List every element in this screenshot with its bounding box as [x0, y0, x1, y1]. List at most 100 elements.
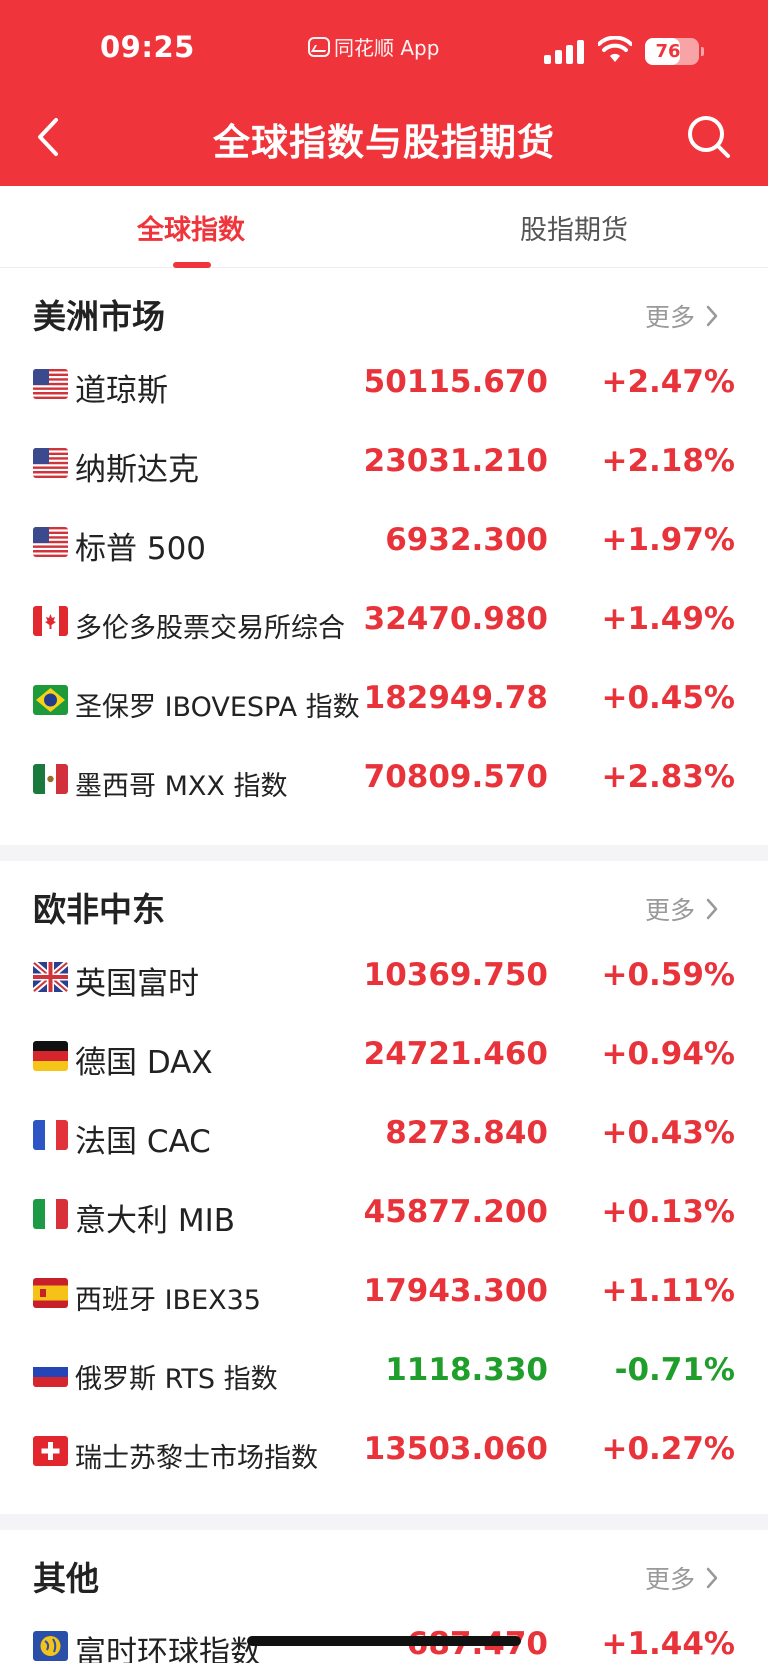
- section-divider: [0, 845, 768, 861]
- section-divider: [0, 1514, 768, 1530]
- back-button[interactable]: [30, 112, 70, 162]
- section-title: 欧非中东: [33, 890, 165, 929]
- index-name: 意大利 MIB: [75, 1203, 236, 1239]
- index-change: +2.47%: [601, 364, 735, 400]
- index-price: 17943.300: [363, 1273, 548, 1309]
- more-link-emea[interactable]: 更多: [645, 891, 719, 927]
- app-logo-icon: [308, 36, 330, 57]
- index-name: 瑞士苏黎士市场指数: [75, 1443, 318, 1474]
- index-price: 6932.300: [385, 522, 548, 558]
- index-change: +1.44%: [601, 1626, 735, 1662]
- page-title: 全球指数与股指期货: [213, 121, 555, 164]
- index-change: -0.71%: [614, 1352, 735, 1388]
- section-americas: 美洲市场 更多 道琼斯 50115.670 +2.47% 纳斯达克 23031.210 +…: [0, 268, 768, 845]
- index-price: 32470.980: [363, 601, 548, 637]
- section-title: 其他: [33, 1559, 99, 1598]
- index-price: 1118.330: [385, 1352, 548, 1388]
- wifi-icon: [598, 36, 632, 62]
- germany-flag-icon: [33, 1041, 68, 1071]
- index-change: +0.94%: [601, 1036, 735, 1072]
- spain-flag-icon: [33, 1278, 68, 1308]
- uk-flag-icon: [33, 962, 68, 992]
- index-change: +0.45%: [601, 680, 735, 716]
- index-price: 8273.840: [385, 1115, 548, 1151]
- index-name: 标普 500: [75, 531, 207, 567]
- index-row[interactable]: 俄罗斯 RTS 指数 1118.330 -0.71%: [0, 1334, 768, 1413]
- us-flag-icon: [33, 448, 68, 478]
- france-flag-icon: [33, 1120, 68, 1150]
- index-price: 23031.210: [363, 443, 548, 479]
- more-link-other[interactable]: 更多: [645, 1560, 719, 1596]
- index-name: 法国 CAC: [75, 1124, 211, 1160]
- index-name: 道琼斯: [75, 373, 168, 409]
- index-row[interactable]: 西班牙 IBEX35 17943.300 +1.11%: [0, 1255, 768, 1334]
- index-row[interactable]: 法国 CAC 8273.840 +0.43%: [0, 1097, 768, 1176]
- index-name: 德国 DAX: [75, 1045, 213, 1081]
- index-row[interactable]: 英国富时 10369.750 +0.59%: [0, 939, 768, 1018]
- globe-flag-icon: [33, 1631, 68, 1661]
- index-row[interactable]: 意大利 MIB 45877.200 +0.13%: [0, 1176, 768, 1255]
- index-price: 182949.78: [363, 680, 548, 716]
- index-price: 45877.200: [363, 1194, 548, 1230]
- index-row[interactable]: 多伦多股票交易所综合 32470.980 +1.49%: [0, 583, 768, 662]
- more-label: 更多: [645, 896, 696, 925]
- index-price: 13503.060: [363, 1431, 548, 1467]
- index-row[interactable]: 德国 DAX 24721.460 +0.94%: [0, 1018, 768, 1097]
- switzerland-flag-icon: [33, 1436, 68, 1466]
- us-flag-icon: [33, 527, 68, 557]
- index-change: +2.83%: [601, 759, 735, 795]
- battery-icon: 76: [645, 38, 704, 65]
- brazil-flag-icon: [33, 685, 68, 715]
- italy-flag-icon: [33, 1199, 68, 1229]
- more-label: 更多: [645, 303, 696, 332]
- index-change: +1.97%: [601, 522, 735, 558]
- index-price: 50115.670: [363, 364, 548, 400]
- tab-index-futures[interactable]: 股指期货: [520, 215, 628, 246]
- canada-flag-icon: [33, 606, 68, 636]
- chevron-right-icon: [706, 1567, 718, 1589]
- index-name: 多伦多股票交易所综合: [75, 613, 345, 644]
- status-time: 09:25: [100, 30, 195, 64]
- top-bar: 09:25 同花顺 App 76 全球指数与股指期货: [0, 0, 768, 186]
- index-name: 圣保罗 IBOVESPA 指数: [75, 692, 360, 723]
- tab-bar: 全球指数 股指期货: [0, 186, 768, 268]
- home-indicator: [247, 1636, 521, 1646]
- russia-flag-icon: [33, 1357, 68, 1387]
- index-change: +2.18%: [601, 443, 735, 479]
- section-emea: 欧非中东 更多 英国富时 10369.750 +0.59% 德国 DAX 24721.4…: [0, 861, 768, 1514]
- index-price: 24721.460: [363, 1036, 548, 1072]
- status-app-text: 同花顺 App: [334, 36, 440, 60]
- index-row[interactable]: 瑞士苏黎士市场指数 13503.060 +0.27%: [0, 1413, 768, 1492]
- index-change: +0.59%: [601, 957, 735, 993]
- us-flag-icon: [33, 369, 68, 399]
- status-app-label: 同花顺 App: [308, 32, 439, 61]
- index-row[interactable]: 纳斯达克 23031.210 +2.18%: [0, 425, 768, 504]
- more-label: 更多: [645, 1565, 696, 1594]
- tab-global-indices[interactable]: 全球指数: [137, 215, 245, 246]
- index-row[interactable]: 标普 500 6932.300 +1.97%: [0, 504, 768, 583]
- index-change: +1.11%: [601, 1273, 735, 1309]
- chevron-right-icon: [706, 305, 718, 327]
- index-change: +0.13%: [601, 1194, 735, 1230]
- index-price: 70809.570: [363, 759, 548, 795]
- index-change: +0.43%: [601, 1115, 735, 1151]
- index-row[interactable]: 道琼斯 50115.670 +2.47%: [0, 346, 768, 425]
- more-link-americas[interactable]: 更多: [645, 298, 719, 334]
- index-row[interactable]: 墨西哥 MXX 指数 70809.570 +2.83%: [0, 741, 768, 820]
- search-icon[interactable]: [684, 112, 734, 162]
- battery-percent: 76: [655, 41, 681, 62]
- active-tab-indicator: [173, 262, 211, 268]
- index-name: 俄罗斯 RTS 指数: [75, 1364, 278, 1395]
- index-name: 英国富时: [75, 966, 199, 1002]
- index-change: +0.27%: [601, 1431, 735, 1467]
- index-name: 西班牙 IBEX35: [75, 1285, 261, 1316]
- chevron-right-icon: [706, 898, 718, 920]
- index-price: 10369.750: [363, 957, 548, 993]
- mexico-flag-icon: [33, 764, 68, 794]
- index-change: +1.49%: [601, 601, 735, 637]
- section-title: 美洲市场: [33, 297, 165, 336]
- index-name: 富时环球指数: [75, 1635, 261, 1663]
- index-row[interactable]: 圣保罗 IBOVESPA 指数 182949.78 +0.45%: [0, 662, 768, 741]
- index-name: 纳斯达克: [75, 452, 199, 488]
- cellular-signal-icon: [544, 40, 586, 64]
